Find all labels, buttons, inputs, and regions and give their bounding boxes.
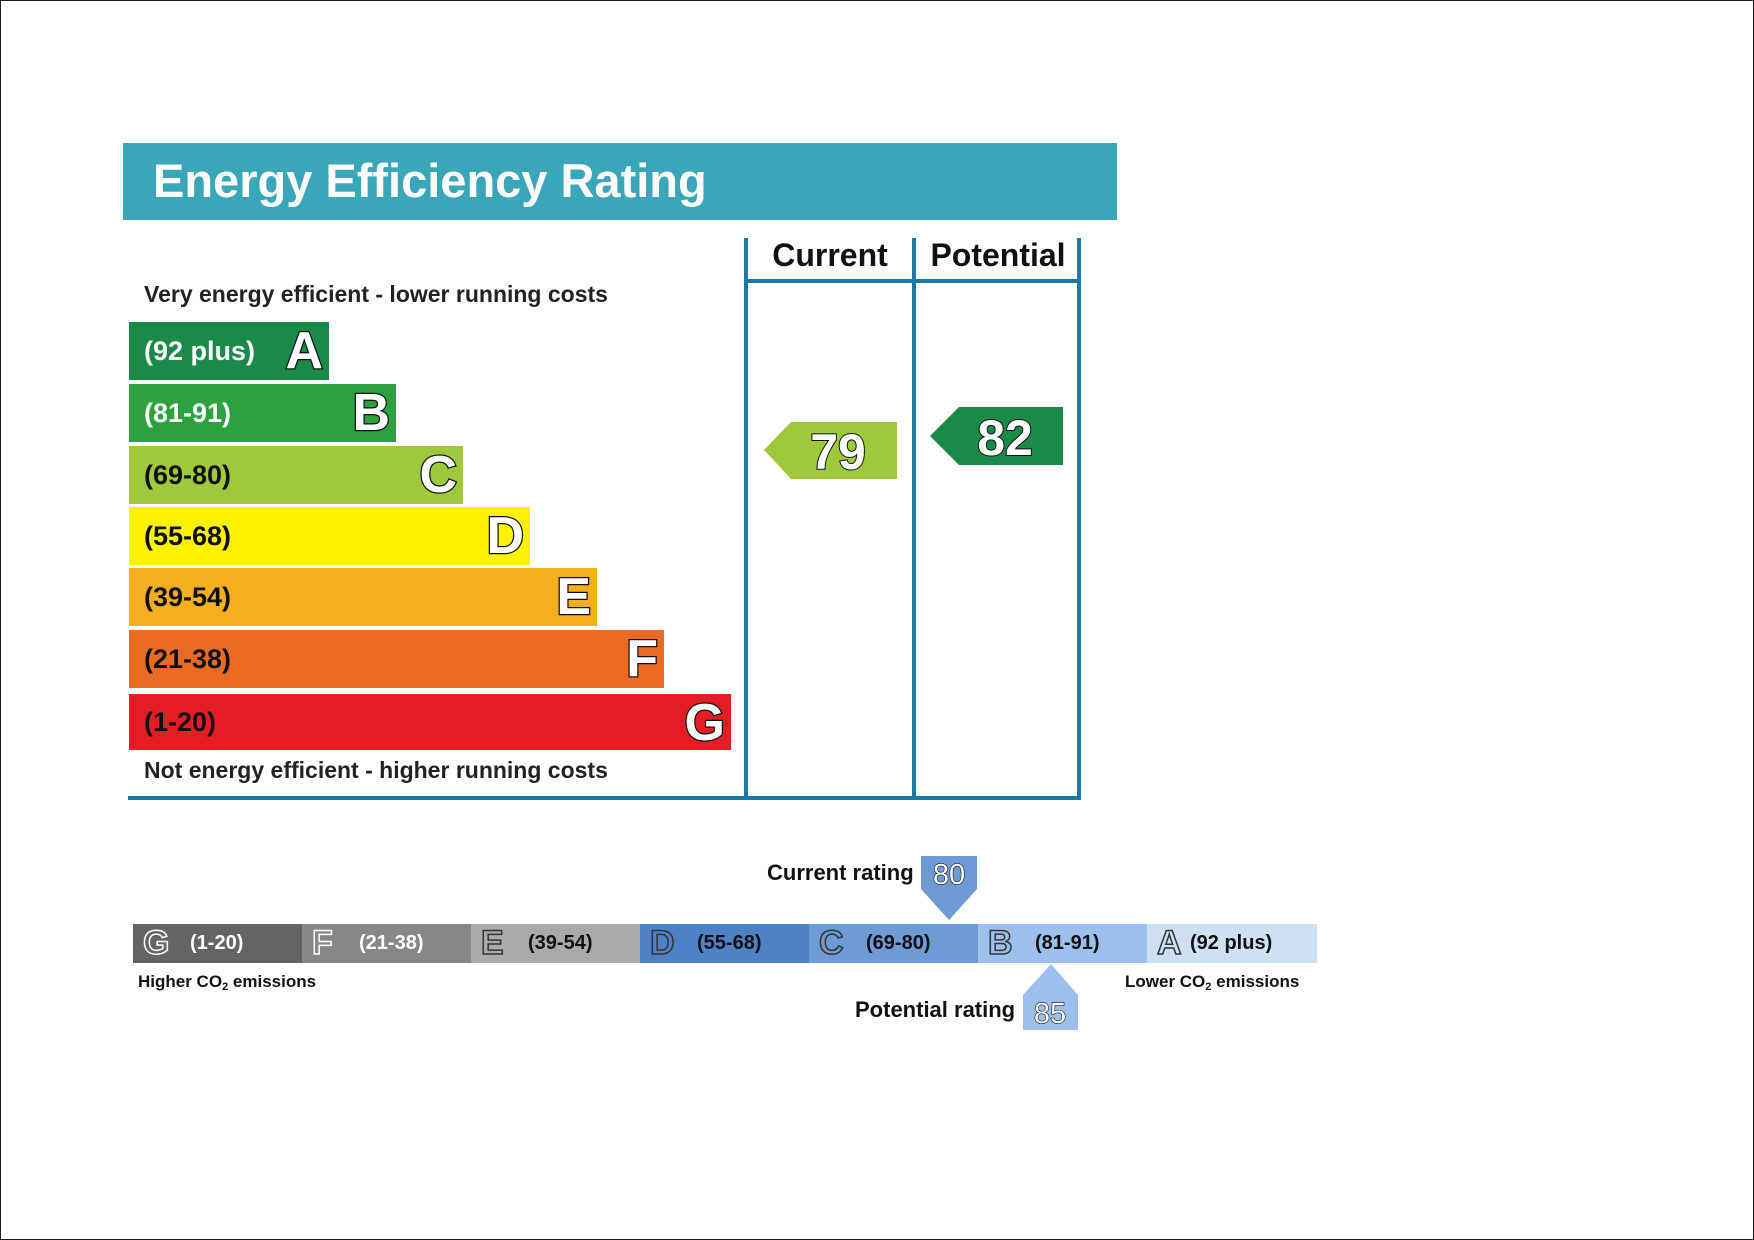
band-range: (39-54) xyxy=(144,582,232,612)
current-value: 79 xyxy=(810,424,866,480)
band-b: (81-91) B xyxy=(129,383,396,444)
rule-mid xyxy=(912,238,916,800)
band-range: (69-80) xyxy=(144,460,232,490)
band-c: (69-80) C xyxy=(129,445,463,506)
band-letter: B xyxy=(351,383,391,444)
current-rating-marker xyxy=(921,856,977,920)
lower-co2-sub: 2 xyxy=(1205,981,1212,993)
co2-segment-a: A (92 plus) xyxy=(1147,923,1317,963)
rule-left xyxy=(744,238,748,800)
potential-arrow xyxy=(930,407,1063,465)
higher-co2-note: Higher CO2 emissions xyxy=(138,972,316,993)
lower-co2-text: Lower CO xyxy=(1125,972,1206,991)
top-note: Very energy efficient - lower running co… xyxy=(144,281,608,307)
co2-segment-letter: C xyxy=(818,923,844,963)
band-range: (21-38) xyxy=(144,644,232,674)
potential-rating-label: Potential rating xyxy=(855,997,1016,1022)
co2-segment-letter: B xyxy=(987,923,1013,963)
band-letter: D xyxy=(485,506,525,567)
co2-segment-b: B (81-91) xyxy=(978,923,1147,963)
band-e: (39-54) E xyxy=(129,567,597,628)
band-range: (1-20) xyxy=(144,707,217,737)
current-column-header: Current xyxy=(772,237,888,273)
lower-co2-note: Lower CO2 emissions xyxy=(1125,972,1299,993)
band-f: (21-38) F xyxy=(129,629,664,690)
chart-title: Energy Efficiency Rating xyxy=(153,154,707,207)
co2-segment-f: F (21-38) xyxy=(302,923,471,963)
higher-co2-sub: 2 xyxy=(222,981,229,993)
co2-segment-letter: F xyxy=(311,923,333,963)
co2-segment-range: (81-91) xyxy=(1035,932,1100,954)
potential-rating-value: 85 xyxy=(1034,998,1066,1030)
band-letter: C xyxy=(418,445,458,506)
band-letter: A xyxy=(284,321,324,382)
co2-segment-d: D (55-68) xyxy=(640,923,809,963)
band-range: (92 plus) xyxy=(144,336,256,366)
co2-segment-letter: G xyxy=(142,923,170,963)
lower-co2-tail: emissions xyxy=(1211,972,1300,991)
current-rating-label: Current rating xyxy=(767,860,914,885)
rule-header xyxy=(744,279,1081,283)
co2-segment-range: (69-80) xyxy=(866,932,931,954)
current-arrow xyxy=(764,422,897,479)
band-a: (92 plus) A xyxy=(129,321,329,382)
co2-segment-range: (92 plus) xyxy=(1190,932,1273,954)
higher-co2-text: Higher CO xyxy=(138,972,223,991)
co2-segment-range: (39-54) xyxy=(528,932,593,954)
potential-column-header: Potential xyxy=(930,237,1066,273)
rule-right xyxy=(1077,238,1081,800)
band-letter: F xyxy=(625,629,659,690)
co2-segment-g: G (1-20) xyxy=(133,923,302,963)
band-d: (55-68) D xyxy=(129,506,530,567)
co2-segment-e: E (39-54) xyxy=(471,923,640,963)
current-rating-value: 80 xyxy=(933,859,965,891)
co2-segment-letter: E xyxy=(480,923,504,963)
co2-segment-letter: D xyxy=(649,923,675,963)
rule-bottom xyxy=(128,796,1081,800)
co2-segment-c: C (69-80) xyxy=(809,923,978,963)
potential-value: 82 xyxy=(977,410,1033,466)
co2-segment-range: (1-20) xyxy=(190,932,244,954)
potential-rating-marker xyxy=(1023,964,1078,1030)
band-letter: G xyxy=(683,693,726,754)
title-bar: Energy Efficiency Rating xyxy=(123,143,1117,220)
bottom-note: Not energy efficient - higher running co… xyxy=(144,757,608,783)
co2-segment-range: (55-68) xyxy=(697,932,762,954)
co2-segment-range: (21-38) xyxy=(359,932,424,954)
co2-segment-letter: A xyxy=(1156,923,1182,963)
band-letter: E xyxy=(555,567,592,628)
band-range: (81-91) xyxy=(144,398,232,428)
band-range: (55-68) xyxy=(144,521,232,551)
higher-co2-tail: emissions xyxy=(228,972,317,991)
band-g: (1-20) G xyxy=(129,693,731,753)
